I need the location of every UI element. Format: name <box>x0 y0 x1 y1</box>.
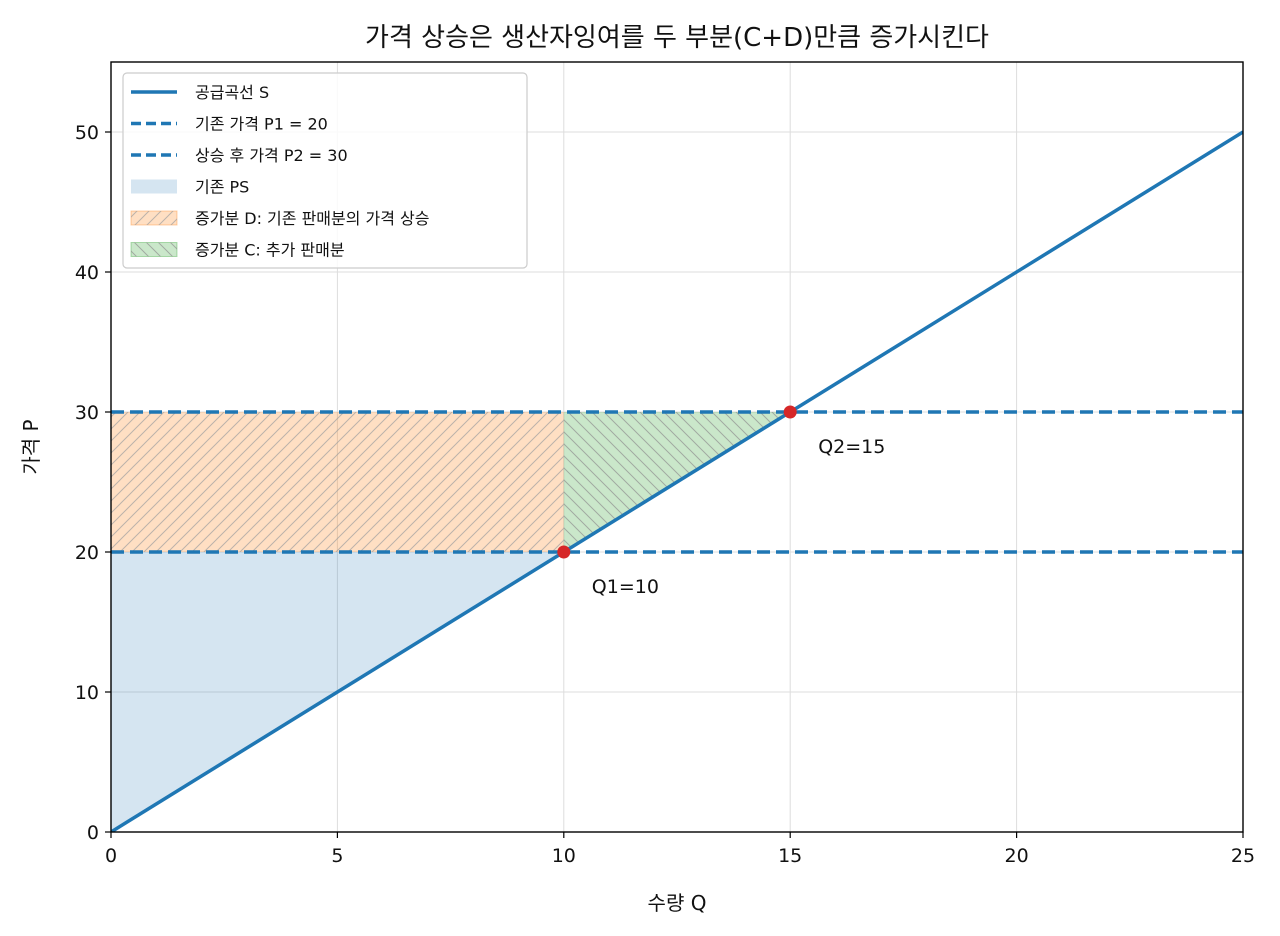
point-1 <box>783 405 797 419</box>
y-tick-label: 40 <box>75 262 99 284</box>
chart-title: 가격 상승은 생산자잉여를 두 부분(C+D)만큼 증가시킨다 <box>365 23 989 53</box>
curves <box>111 130 1243 832</box>
legend-label-2: 상승 후 가격 P2 = 30 <box>195 146 348 165</box>
equilibrium-points: Q1=10 Q2=15 <box>557 405 885 598</box>
legend: 공급곡선 S 기존 가격 P1 = 20 상승 후 가격 P2 = 30 기존 PS 증… <box>122 72 528 269</box>
legend-swatch-hatch-5 <box>131 242 177 257</box>
x-tick-label: 0 <box>105 845 117 867</box>
x-tick-label: 25 <box>1231 845 1255 867</box>
x-axis-label: 수량 Q <box>648 891 707 915</box>
y-tick-label: 20 <box>75 542 99 564</box>
x-tick-label: 5 <box>331 845 343 867</box>
x-tick-label: 15 <box>778 845 802 867</box>
y-tick-label: 50 <box>75 122 99 144</box>
x-axis-ticks: 0 5 10 15 20 25 <box>105 832 1255 867</box>
area-hatch-1 <box>111 412 564 552</box>
y-tick-label: 10 <box>75 682 99 704</box>
y-tick-label: 0 <box>87 822 99 844</box>
point-label-0: Q1=10 <box>592 576 659 598</box>
plot-frame <box>110 61 1244 833</box>
legend-label-0: 공급곡선 S <box>195 83 269 102</box>
legend-swatch-3 <box>131 179 177 194</box>
y-axis-ticks: 0 10 20 30 40 50 <box>75 122 111 844</box>
y-tick-label: 30 <box>75 402 99 424</box>
legend-label-3: 기존 PS <box>195 178 249 197</box>
y-axis-label: 가격 P <box>19 419 43 474</box>
legend-box <box>122 72 528 269</box>
supply-curve <box>111 130 1243 832</box>
x-tick-label: 20 <box>1005 845 1029 867</box>
legend-label-1: 기존 가격 P1 = 20 <box>195 115 328 134</box>
legend-label-4: 증가분 D: 기존 판매분의 가격 상승 <box>195 209 430 228</box>
point-label-1: Q2=15 <box>818 436 885 458</box>
point-0 <box>557 545 571 559</box>
legend-swatch-hatch-4 <box>131 211 177 225</box>
x-tick-label: 10 <box>552 845 576 867</box>
legend-label-5: 증가분 C: 추가 판매분 <box>195 241 345 260</box>
